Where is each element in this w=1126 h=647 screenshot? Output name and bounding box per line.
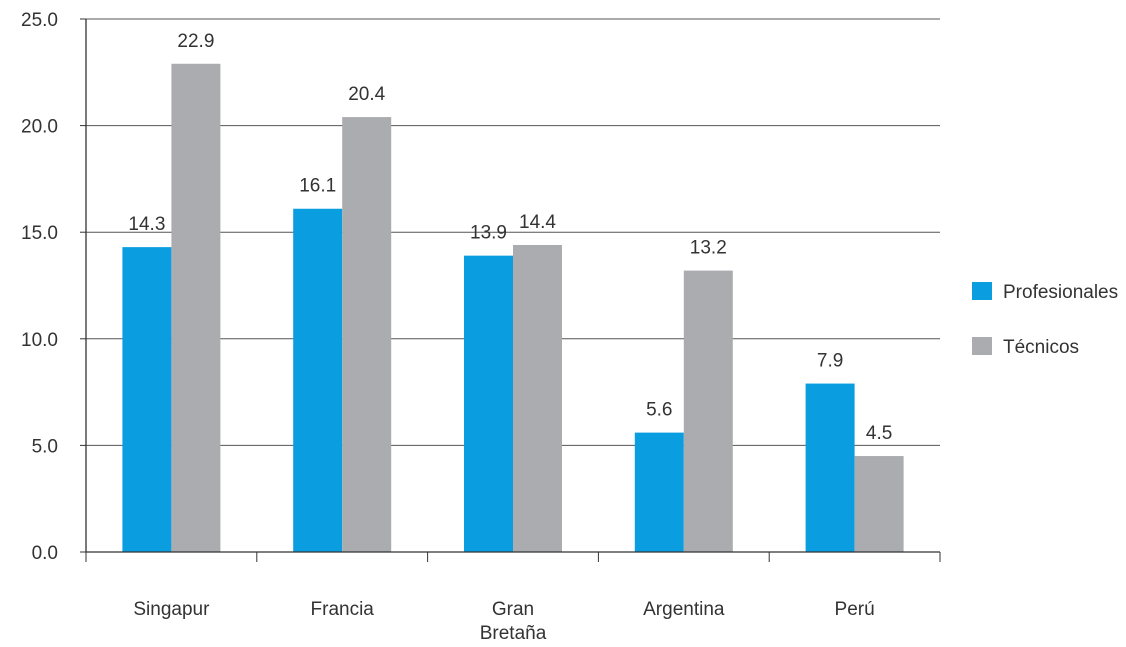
y-tick-label: 20.0 (21, 117, 58, 138)
bar-tecnicos (513, 244, 562, 552)
x-category-label: Singapur (133, 599, 210, 620)
axes: 0.0 5.0 10.0 15.0 20.0 25.0 Singapur Francia Gra… (21, 10, 941, 644)
y-tick-label: 5.0 (32, 436, 58, 457)
x-category-label-line: Gran (492, 599, 534, 620)
x-category-label-line: Singapur (133, 599, 210, 620)
bar-tecnicos (171, 63, 221, 552)
x-category-label-line: Bretaña (480, 623, 547, 642)
bar-profesionales (122, 247, 172, 552)
x-category-label-line: Perú (835, 599, 875, 620)
data-labels: 14.3 22.9 16.1 20.4 13.9 14.4 5.6 13.2 7.9 4.5 (128, 31, 892, 444)
grid-lines (86, 18, 940, 446)
bar-profesionales (293, 208, 343, 553)
data-label: 14.4 (519, 212, 556, 233)
bar-profesionales (805, 383, 855, 552)
bar-profesionales (634, 432, 684, 552)
data-label: 7.9 (817, 351, 843, 372)
x-category-label: Argentina (643, 599, 725, 620)
data-label: 14.3 (128, 214, 165, 235)
data-label: 16.1 (299, 176, 336, 197)
x-category-label-line: Argentina (643, 599, 725, 620)
y-tick-label: 25.0 (21, 10, 58, 31)
bar-tecnicos (342, 117, 392, 553)
bar-profesionales (464, 255, 513, 553)
data-label: 20.4 (348, 84, 385, 105)
y-tick-label: 0.0 (32, 543, 58, 564)
legend-label: Profesionales (1003, 282, 1118, 303)
bar-tecnicos (683, 270, 733, 552)
x-category-label: Francia (311, 599, 375, 620)
x-category-label-line: Francia (311, 599, 375, 620)
x-category-label: Perú (835, 599, 875, 620)
y-tick-label: 15.0 (21, 223, 58, 244)
data-label: 22.9 (177, 31, 214, 52)
data-label: 13.2 (690, 238, 727, 259)
bar-tecnicos (854, 456, 904, 552)
data-label: 4.5 (866, 423, 892, 444)
y-tick-label: 10.0 (21, 330, 58, 351)
legend-swatch (972, 282, 992, 300)
bars (122, 63, 904, 553)
legend-label: Técnicos (1003, 337, 1079, 358)
x-category-label: Gran Bretaña (480, 599, 547, 642)
data-label: 13.9 (470, 223, 507, 244)
legend: Profesionales Técnicos (972, 282, 1118, 358)
legend-swatch (972, 337, 992, 355)
data-label: 5.6 (646, 400, 672, 421)
